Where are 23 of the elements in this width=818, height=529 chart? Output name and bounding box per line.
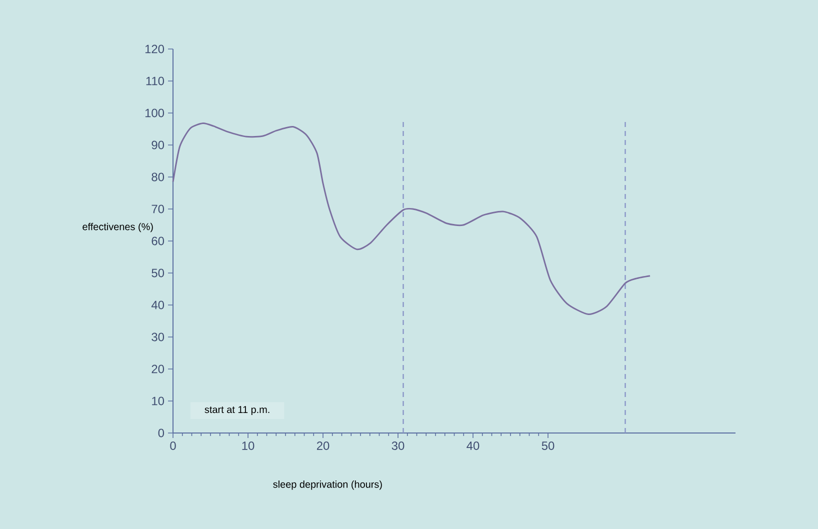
y-tick-label: 0 xyxy=(158,428,164,438)
x-tick-label: 20 xyxy=(316,442,330,450)
annotation: start at 11 p.m. xyxy=(204,406,270,416)
y-tick-label: 50 xyxy=(152,268,164,278)
line-series xyxy=(172,122,651,316)
x-tick-label: 0 xyxy=(170,442,176,450)
x-axis-title: sleep deprivation (hours) xyxy=(273,480,382,490)
y-tick-label: 80 xyxy=(152,172,164,182)
y-tick-label: 20 xyxy=(152,364,164,374)
y-tick-label: 120 xyxy=(145,44,164,54)
y-tick-label: 90 xyxy=(152,140,164,150)
y-tick-label: 70 xyxy=(152,204,164,214)
x-tick-label: 50 xyxy=(542,442,554,450)
x-tick-label: 30 xyxy=(392,442,404,450)
y-tick-label: 10 xyxy=(152,396,164,406)
y-tick-label: 110 xyxy=(146,76,164,86)
y-tick-label: 30 xyxy=(152,332,164,342)
x-tick-label: 10 xyxy=(242,442,254,450)
y-tick-label: 40 xyxy=(151,300,164,310)
y-tick-label: 60 xyxy=(152,236,164,246)
y-axis-title: effectivenes (%) xyxy=(82,222,153,232)
y-tick-label: 100 xyxy=(145,108,164,118)
x-tick-label: 40 xyxy=(466,442,480,450)
